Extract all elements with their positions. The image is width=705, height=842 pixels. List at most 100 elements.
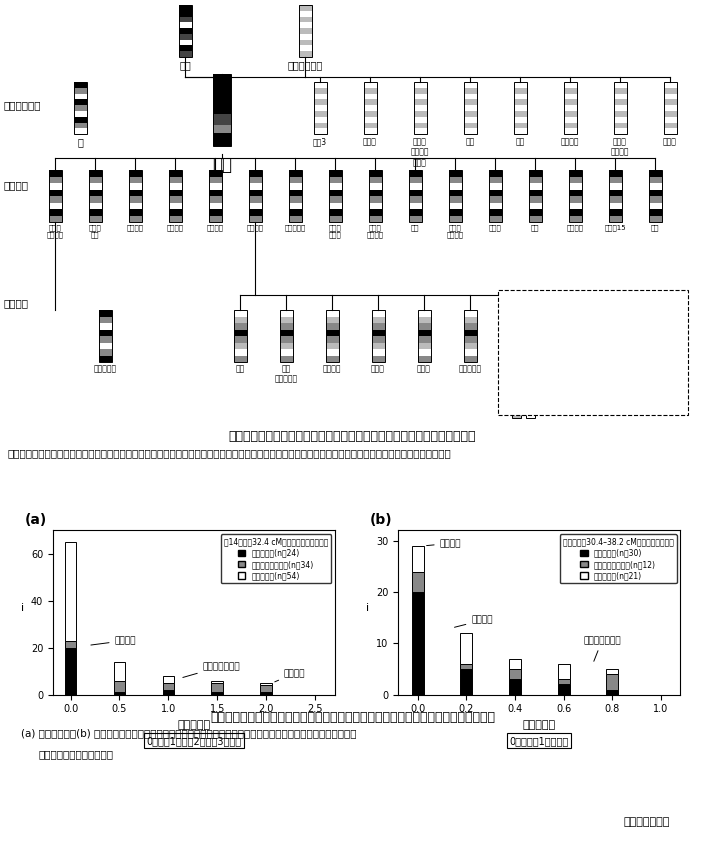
Text: （國久美由紀）: （國久美由紀） [623, 817, 670, 827]
Bar [248, 184, 262, 189]
Bar [408, 184, 422, 189]
Text: 「デリシャス」: 「デリシャス」 [183, 662, 240, 678]
Bar [563, 105, 577, 111]
Bar [463, 93, 477, 99]
Bar [510, 310, 522, 317]
Bar [525, 335, 534, 340]
Bar [529, 184, 541, 189]
Text: 秋映: 秋映 [235, 365, 245, 373]
Bar [288, 170, 302, 177]
Bar [649, 196, 661, 203]
Bar [512, 345, 520, 351]
Bar [568, 209, 582, 216]
Bar [326, 330, 338, 336]
Bar [233, 343, 247, 349]
Bar [99, 356, 111, 362]
Bar [512, 408, 520, 413]
Bar [608, 209, 622, 216]
Bar [412, 546, 424, 572]
Bar [364, 117, 376, 123]
Text: 第一世代: 第一世代 [3, 180, 28, 190]
Bar [73, 111, 87, 117]
Bar [209, 216, 221, 222]
Bar [128, 170, 142, 177]
Bar [509, 679, 521, 695]
Bar [512, 329, 520, 335]
Bar [608, 170, 622, 222]
Bar [529, 170, 541, 222]
Bar [525, 308, 534, 313]
Bar [314, 111, 326, 117]
Bar [613, 111, 627, 117]
Bar [414, 99, 427, 105]
Bar [209, 203, 221, 209]
Bar [178, 28, 192, 34]
Y-axis label: i: i [21, 603, 24, 613]
Bar [408, 209, 422, 216]
Text: 王鈴: 王鈴 [515, 137, 525, 147]
Bar [372, 336, 384, 343]
Bar [448, 184, 462, 189]
Bar [489, 203, 501, 209]
Bar [606, 690, 618, 695]
Bar [168, 170, 181, 177]
Text: 第1染色体: 第1染色体 [510, 298, 536, 307]
Bar [49, 184, 61, 189]
Text: 国光: 国光 [179, 60, 191, 70]
Bar [448, 216, 462, 222]
Bar [364, 82, 376, 134]
Text: 「ふじ」世代: 「ふじ」世代 [3, 100, 40, 110]
Bar [168, 177, 181, 184]
Bar [248, 170, 262, 177]
Bar [663, 117, 677, 123]
Bar [608, 189, 622, 196]
Bar [128, 170, 142, 222]
Bar [613, 117, 627, 123]
Bar [73, 128, 87, 134]
Bar [663, 111, 677, 117]
Bar [314, 82, 326, 134]
Bar [178, 51, 192, 57]
Bar [248, 203, 262, 209]
Bar [489, 184, 501, 189]
Bar [364, 105, 376, 111]
Bar [525, 351, 534, 356]
Bar [288, 189, 302, 196]
Bar [279, 336, 293, 343]
X-axis label: 粉質化程度: 粉質化程度 [523, 720, 556, 730]
Bar [128, 177, 142, 184]
Bar [608, 177, 622, 184]
Bar [89, 184, 102, 189]
Bar [568, 189, 582, 196]
Bar [89, 189, 102, 196]
Bar [568, 216, 582, 222]
Bar [65, 641, 76, 647]
Bar [248, 189, 262, 196]
Bar [512, 370, 520, 376]
Bar [298, 40, 312, 45]
Bar [364, 111, 376, 117]
Bar [417, 310, 431, 317]
Bar [512, 370, 520, 418]
Text: 図１　「ふじ」家系品種の系譜および伝播した染色体領域のハプロタイプ: 図１ 「ふじ」家系品種の系譜および伝播した染色体領域のハプロタイプ [228, 430, 476, 444]
Bar [364, 99, 376, 105]
Bar [448, 177, 462, 184]
Bar [209, 196, 221, 203]
Bar [448, 209, 462, 216]
Bar [489, 209, 501, 216]
Bar [513, 99, 527, 105]
Bar [372, 317, 384, 323]
Bar [89, 209, 102, 216]
Bar [448, 196, 462, 203]
Text: アキタ
ゴールド: アキタ ゴールド [47, 224, 63, 238]
Bar [213, 133, 231, 147]
Bar [168, 170, 181, 222]
Bar [512, 308, 520, 356]
Bar [417, 330, 431, 336]
Bar [314, 105, 326, 111]
Text: 0（無）～1（甚大）: 0（無）～1（甚大） [510, 736, 569, 746]
Bar [529, 170, 541, 177]
Bar [213, 74, 231, 114]
Text: 遺伝した: 遺伝した [553, 307, 573, 317]
Bar [372, 356, 384, 362]
